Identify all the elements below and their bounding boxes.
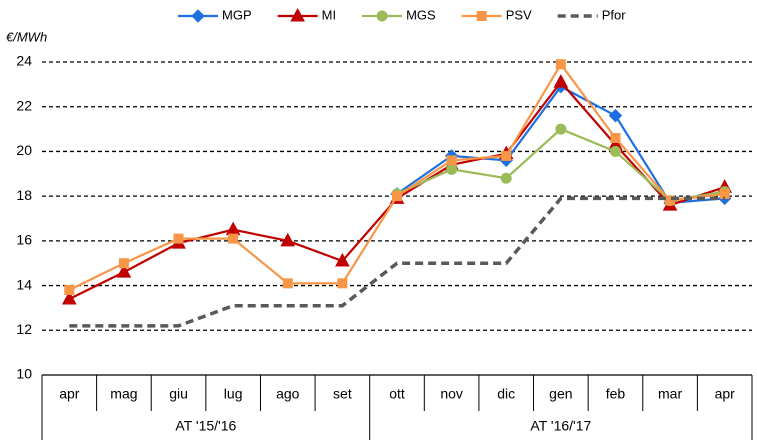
marker bbox=[228, 233, 239, 244]
marker bbox=[610, 133, 621, 144]
marker bbox=[191, 9, 205, 23]
marker bbox=[446, 155, 457, 166]
marker bbox=[555, 59, 566, 70]
x-tick-label: apr bbox=[59, 386, 80, 402]
x-tick-label: mar bbox=[658, 386, 682, 402]
legend-label: MI bbox=[322, 7, 336, 22]
marker bbox=[225, 221, 241, 236]
marker bbox=[282, 278, 293, 289]
legend-label: MGS bbox=[406, 7, 436, 22]
y-axis-label: €/MWh bbox=[6, 29, 47, 44]
group-label: AT '15/'16 bbox=[175, 418, 236, 434]
y-tick-label: 12 bbox=[16, 321, 32, 337]
series-line bbox=[396, 85, 725, 205]
x-tick-label: apr bbox=[715, 386, 736, 402]
marker bbox=[376, 10, 388, 22]
legend: MGP MI MGS PSV Pfor bbox=[178, 7, 627, 23]
marker bbox=[173, 233, 184, 244]
marker bbox=[446, 163, 458, 175]
x-tick-label: ott bbox=[389, 386, 405, 402]
marker bbox=[118, 258, 129, 269]
y-tick-label: 20 bbox=[16, 142, 32, 158]
marker bbox=[116, 264, 132, 278]
marker bbox=[609, 145, 621, 157]
x-tick-label: mag bbox=[110, 386, 137, 402]
marker bbox=[280, 232, 296, 247]
x-tick-label: nov bbox=[440, 386, 463, 402]
x-tick-label: giu bbox=[169, 386, 188, 402]
marker bbox=[553, 74, 569, 88]
marker bbox=[500, 172, 512, 184]
y-tick-label: 14 bbox=[16, 276, 32, 292]
series-line bbox=[69, 196, 725, 328]
marker bbox=[335, 252, 350, 267]
x-tick-label: lug bbox=[224, 386, 243, 402]
y-tick-label: 24 bbox=[16, 53, 32, 69]
x-tick-label: dic bbox=[497, 386, 515, 402]
y-tick-label: 22 bbox=[16, 97, 32, 113]
marker bbox=[665, 195, 676, 206]
group-label: AT '16/'17 bbox=[530, 418, 591, 434]
y-tick-label: 16 bbox=[16, 232, 32, 248]
y-tick-label: 10 bbox=[16, 366, 32, 382]
legend-label: PSV bbox=[506, 7, 532, 22]
legend-label: Pfor bbox=[602, 7, 627, 22]
marker bbox=[555, 123, 567, 135]
marker bbox=[501, 150, 512, 161]
marker bbox=[64, 285, 75, 296]
marker bbox=[476, 11, 487, 21]
marker bbox=[392, 191, 402, 202]
x-tick-label: ago bbox=[276, 386, 300, 402]
x-tick-label: set bbox=[333, 386, 352, 402]
marker bbox=[290, 7, 305, 22]
y-tick-label: 18 bbox=[16, 187, 32, 203]
marker bbox=[337, 278, 348, 289]
x-tick-label: gen bbox=[549, 386, 572, 402]
marker bbox=[61, 290, 77, 305]
marker bbox=[608, 108, 623, 123]
series-line bbox=[68, 62, 725, 292]
x-tick-label: feb bbox=[606, 386, 626, 402]
legend-label: MGP bbox=[222, 7, 252, 22]
